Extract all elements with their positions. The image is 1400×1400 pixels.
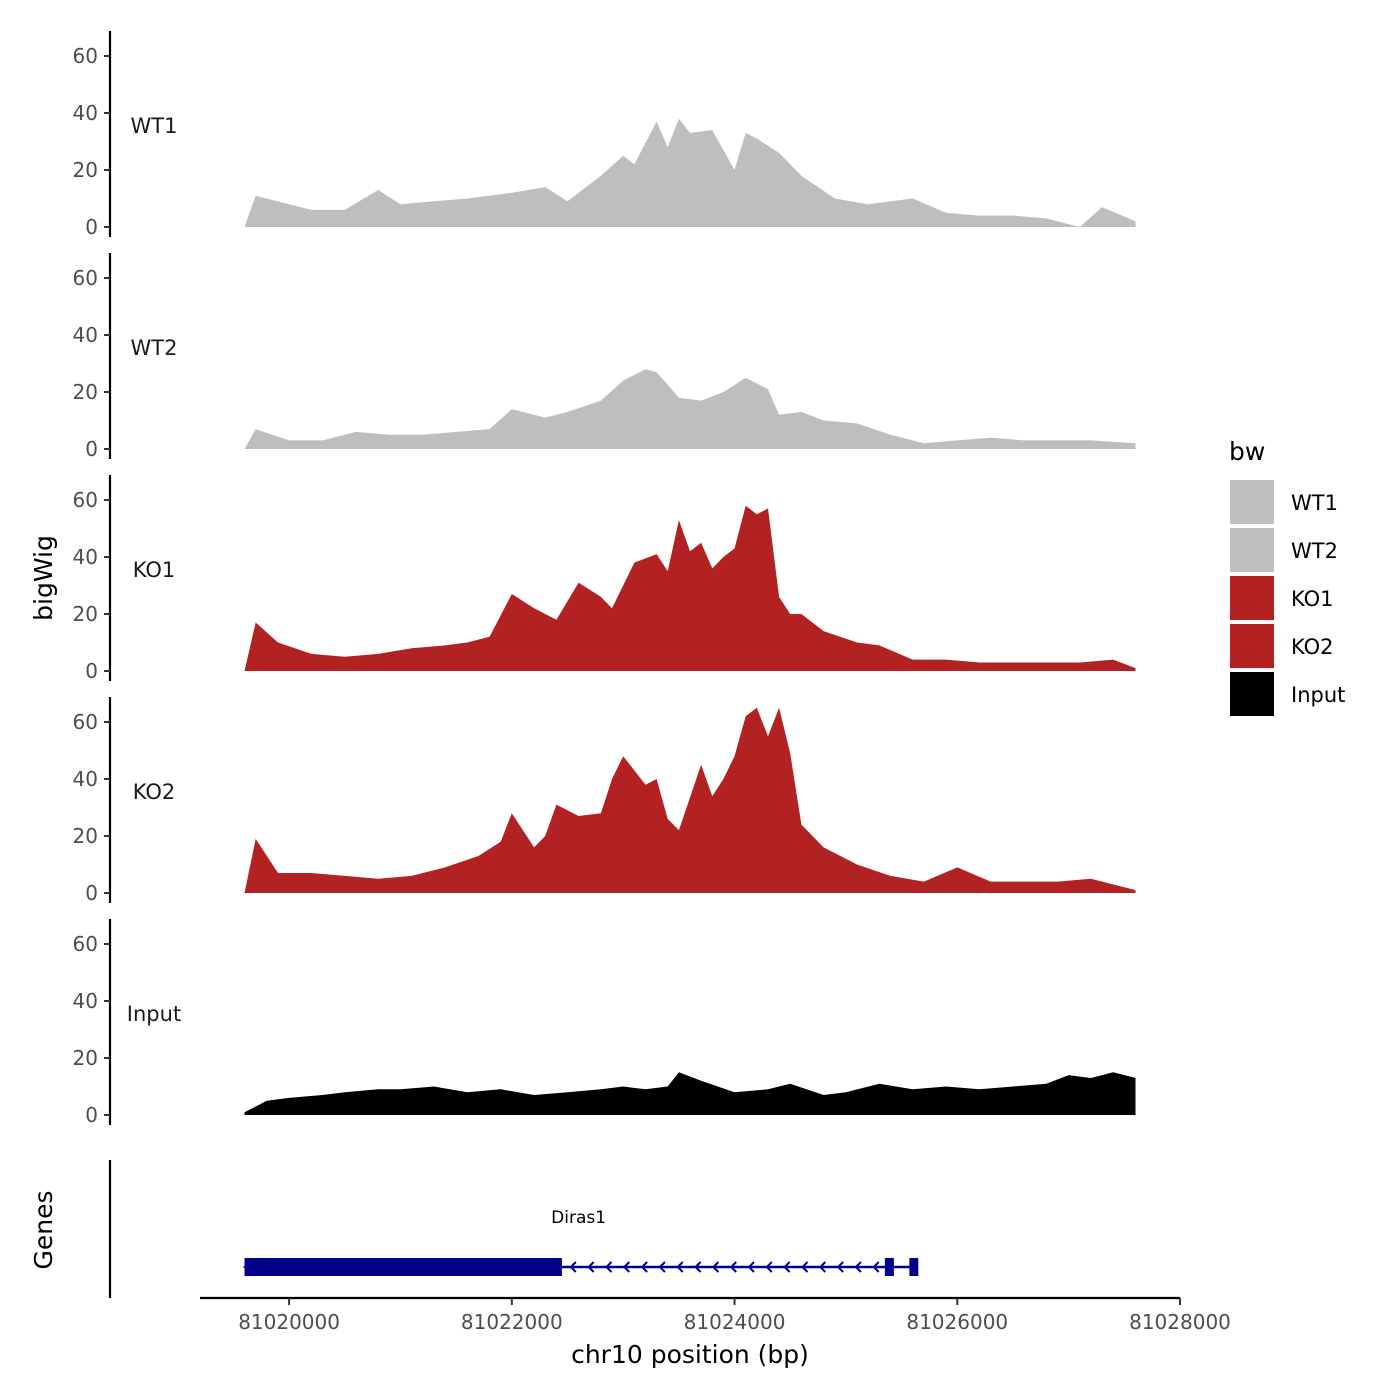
strand-arrow [694, 1261, 702, 1273]
track-label-input: Input [127, 1002, 181, 1026]
y-tick-label-wt1-40: 40 [73, 101, 98, 125]
y-tick-label-input-0: 0 [85, 1103, 98, 1127]
legend-title: bw [1229, 437, 1265, 466]
strand-arrow [818, 1261, 827, 1273]
y-tick-label-wt2-40: 40 [73, 323, 98, 347]
strand-arrow [854, 1261, 862, 1273]
y-tick-label-ko2-40: 40 [73, 767, 98, 791]
x-tick-label-81022000: 81022000 [461, 1310, 563, 1334]
legend-label-wt2: WT2 [1291, 539, 1338, 563]
x-tick-label-81020000: 81020000 [238, 1310, 340, 1334]
x-tick-label-81024000: 81024000 [684, 1310, 786, 1334]
strand-arrow [765, 1261, 773, 1273]
legend-label-input: Input [1291, 683, 1345, 707]
legend-swatch-input [1230, 672, 1274, 716]
track-label-wt1: WT1 [131, 114, 178, 138]
strand-arrow [587, 1261, 595, 1273]
y-tick-label-input-60: 60 [73, 932, 98, 956]
gene-exon-small [884, 1258, 894, 1276]
x-tick-label-81028000: 81028000 [1129, 1310, 1231, 1334]
legend-swatch-ko2 [1230, 624, 1274, 668]
y-tick-label-wt2-20: 20 [73, 380, 98, 404]
strand-arrow [569, 1261, 577, 1273]
strand-arrow [783, 1261, 791, 1273]
coverage-area-wt2 [244, 369, 1136, 449]
coverage-area-ko1 [244, 505, 1136, 671]
y-tick-label-ko2-0: 0 [85, 881, 98, 905]
y-tick-label-ko2-60: 60 [73, 710, 98, 734]
coverage-area-wt1 [244, 118, 1136, 227]
track-label-wt2: WT2 [131, 336, 178, 360]
strand-arrow [836, 1261, 844, 1273]
gene-track-title: Genes [29, 1190, 58, 1269]
y-tick-label-input-40: 40 [73, 989, 98, 1013]
y-tick-label-wt1-60: 60 [73, 44, 98, 68]
track-label-ko2: KO2 [133, 780, 176, 804]
y-tick-label-wt2-0: 0 [85, 437, 98, 461]
y-tick-label-ko1-20: 20 [73, 602, 98, 626]
y-tick-label-input-20: 20 [73, 1046, 98, 1070]
y-tick-label-wt1-0: 0 [85, 215, 98, 239]
legend-swatch-ko1 [1230, 576, 1274, 620]
strand-arrow [801, 1261, 809, 1273]
y-tick-label-wt1-20: 20 [73, 158, 98, 182]
y-tick-label-ko2-20: 20 [73, 824, 98, 848]
track-label-ko1: KO1 [133, 558, 176, 582]
strand-arrow-start [243, 1261, 251, 1273]
gene-exon-3prime [244, 1258, 562, 1276]
y-tick-label-ko1-40: 40 [73, 545, 98, 569]
legend-label-wt1: WT1 [1291, 491, 1338, 515]
x-tick-label-81026000: 81026000 [906, 1310, 1008, 1334]
strand-arrow [872, 1261, 880, 1273]
x-axis-title: chr10 position (bp) [571, 1340, 809, 1369]
legend-label-ko2: KO2 [1291, 635, 1334, 659]
y-tick-label-ko1-0: 0 [85, 659, 98, 683]
strand-arrow [711, 1261, 720, 1273]
legend-swatch-wt1 [1230, 480, 1274, 524]
strand-arrow [622, 1261, 631, 1273]
y-tick-label-wt2-60: 60 [73, 266, 98, 290]
coverage-area-ko2 [244, 707, 1136, 893]
gene-label-diras1: Diras1 [551, 1208, 606, 1228]
strand-arrow [729, 1261, 737, 1273]
coverage-area-input [244, 1072, 1136, 1115]
gene-exon-5prime [909, 1258, 919, 1276]
strand-arrow [676, 1261, 684, 1273]
strand-arrow [640, 1261, 648, 1273]
legend-label-ko1: KO1 [1291, 587, 1334, 611]
y-axis-title: bigWig [29, 535, 58, 621]
strand-arrow [658, 1261, 666, 1273]
strand-arrow [605, 1261, 613, 1273]
strand-arrow [747, 1261, 755, 1273]
legend-swatch-wt2 [1230, 528, 1274, 572]
y-tick-label-ko1-60: 60 [73, 488, 98, 512]
